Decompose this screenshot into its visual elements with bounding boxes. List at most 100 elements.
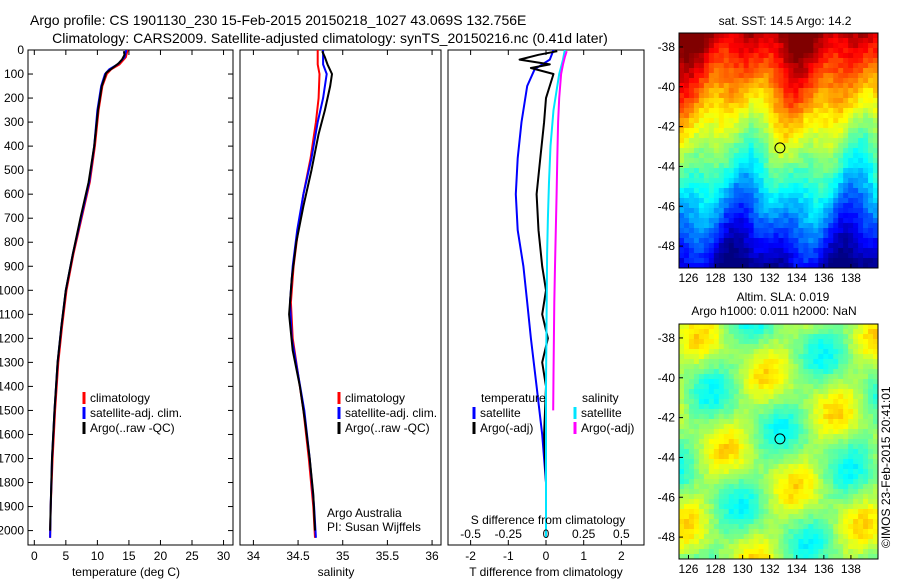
map-cell	[698, 43, 705, 49]
map-cell	[803, 459, 809, 465]
map-cell	[773, 153, 779, 159]
map-cell	[868, 379, 874, 385]
map-cell	[753, 193, 760, 199]
map-cell	[703, 334, 710, 340]
map-cell	[848, 258, 854, 264]
map-cell	[708, 379, 715, 385]
map-cell	[728, 203, 735, 209]
map-cell	[723, 424, 730, 430]
map-cell	[828, 474, 834, 480]
map-cell	[873, 424, 879, 430]
map-cell	[803, 484, 809, 490]
map-cell	[743, 439, 750, 445]
depth-tick-label: 1000	[0, 283, 24, 297]
map-cell	[813, 384, 819, 390]
map-cell	[728, 499, 735, 505]
map-cell	[803, 138, 809, 144]
map-cell	[743, 359, 750, 365]
map-cell	[823, 258, 829, 264]
map-cell	[683, 524, 690, 530]
lon-tick-label: 134	[787, 271, 807, 285]
map-cell	[858, 258, 864, 264]
map-cell	[718, 73, 725, 79]
map-cell	[853, 253, 859, 259]
map-cell	[738, 213, 745, 219]
map-cell	[763, 208, 769, 214]
map-cell	[713, 474, 720, 480]
map-cell	[873, 339, 879, 345]
map-cell	[788, 73, 794, 79]
map-cell	[768, 183, 774, 189]
series-line-s-satellite	[545, 50, 566, 538]
map-cell	[698, 233, 705, 239]
map-cell	[853, 504, 859, 510]
map-cell	[798, 544, 804, 550]
map-cell	[718, 63, 725, 69]
map-cell	[788, 364, 794, 370]
map-cell	[778, 118, 784, 124]
map-cell	[748, 93, 755, 99]
map-cell	[758, 334, 764, 340]
map-cell	[708, 529, 715, 535]
map-cell	[708, 263, 715, 269]
map-cell	[863, 474, 869, 480]
map-cell	[728, 108, 735, 114]
map-cell	[838, 88, 844, 94]
x-tick-label: 34	[247, 549, 261, 563]
map-cell	[758, 183, 764, 189]
map-cell	[783, 128, 789, 134]
map-cell	[848, 113, 854, 119]
map-cell	[773, 409, 779, 415]
map-cell	[838, 534, 844, 540]
map-cell	[783, 454, 789, 460]
map-cell	[858, 103, 864, 109]
map-cell	[718, 399, 725, 405]
map-cell	[858, 544, 864, 550]
map-cell	[863, 399, 869, 405]
map-cell	[683, 534, 690, 540]
map-cell	[798, 374, 804, 380]
map-cell	[703, 514, 710, 520]
map-cell	[718, 349, 725, 355]
map-cell	[758, 489, 764, 495]
map-cell	[713, 469, 720, 475]
map-cell	[698, 394, 705, 400]
map-cell	[758, 549, 764, 555]
map-cell	[853, 183, 859, 189]
map-cell	[763, 98, 769, 104]
map-cell	[848, 329, 854, 335]
map-cell	[838, 444, 844, 450]
map-cell	[773, 324, 779, 330]
map-cell	[798, 213, 804, 219]
map-cell	[823, 509, 829, 515]
map-cell	[768, 38, 774, 44]
map-cell	[683, 419, 690, 425]
map-cell	[718, 83, 725, 89]
map-cell	[803, 263, 809, 269]
map-cell	[758, 238, 764, 244]
map-cell	[768, 479, 774, 485]
map-cell	[743, 123, 750, 129]
map-cell	[828, 524, 834, 530]
map-cell	[828, 334, 834, 340]
map-cell	[758, 218, 764, 224]
map-cell	[683, 509, 690, 515]
map-cell	[778, 198, 784, 204]
map-cell	[838, 554, 844, 560]
map-cell	[738, 359, 745, 365]
map-cell	[858, 183, 864, 189]
map-cell	[838, 464, 844, 470]
map-cell	[873, 444, 879, 450]
map-cell	[763, 243, 769, 249]
map-cell	[788, 138, 794, 144]
map-cell	[679, 489, 685, 495]
map-cell	[853, 153, 859, 159]
map-cell	[823, 554, 829, 560]
map-cell	[743, 369, 750, 375]
map-cell	[723, 263, 730, 269]
map-cell	[688, 389, 695, 395]
map-cell	[798, 238, 804, 244]
map-cell	[708, 228, 715, 234]
map-cell	[818, 389, 824, 395]
map-cell	[778, 514, 784, 520]
